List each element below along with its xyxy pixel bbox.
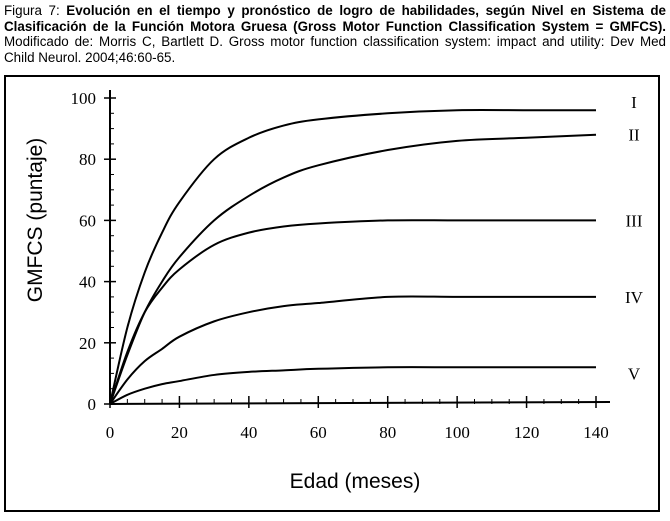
y-tick-label: 60 xyxy=(79,211,96,230)
x-tick-label: 0 xyxy=(106,423,115,442)
x-tick-label: 100 xyxy=(444,423,470,442)
series-line-ii xyxy=(109,133,597,405)
series-line-iv xyxy=(109,295,596,405)
x-tick-label: 120 xyxy=(514,423,540,442)
series-line-iii xyxy=(109,219,596,405)
caption-prefix: Figura 7: xyxy=(4,3,67,18)
y-tick-label: 100 xyxy=(71,89,97,108)
caption-title: Evolución en el tiempo y pronóstico de l… xyxy=(4,3,666,34)
chart-series xyxy=(109,109,597,405)
x-tick-label: 60 xyxy=(310,423,327,442)
y-tick-label: 80 xyxy=(79,150,96,169)
chart-ticks: 0 20 40 60 80 100 0 20 40 60 80 100 120 140 xyxy=(71,89,609,442)
figure-caption: Figura 7: Evolución en el tiempo y pronó… xyxy=(4,3,666,65)
x-tick-label: 40 xyxy=(240,423,257,442)
caption-reference: Modificado de: Morris C, Bartlett D. Gro… xyxy=(4,34,666,65)
series-label-ii: II xyxy=(628,126,640,145)
series-label-iv: IV xyxy=(625,288,644,307)
y-tick-label: 40 xyxy=(79,273,96,292)
series-label-i: I xyxy=(631,93,637,112)
x-axis-line xyxy=(109,401,611,405)
series-line-v xyxy=(109,366,596,405)
series-line-i xyxy=(109,109,596,405)
series-label-iii: III xyxy=(626,211,643,230)
y-tick-label: 20 xyxy=(79,334,96,353)
x-tick-label: 80 xyxy=(379,423,396,442)
x-tick-label: 20 xyxy=(171,423,188,442)
chart-frame xyxy=(4,75,660,512)
y-axis-title: GMFCS (puntaje) xyxy=(24,138,47,303)
series-label-v: V xyxy=(628,364,641,383)
x-axis-title: Edad (meses) xyxy=(290,470,421,493)
x-tick-label: 140 xyxy=(583,423,609,442)
y-tick-label: 0 xyxy=(88,395,97,414)
